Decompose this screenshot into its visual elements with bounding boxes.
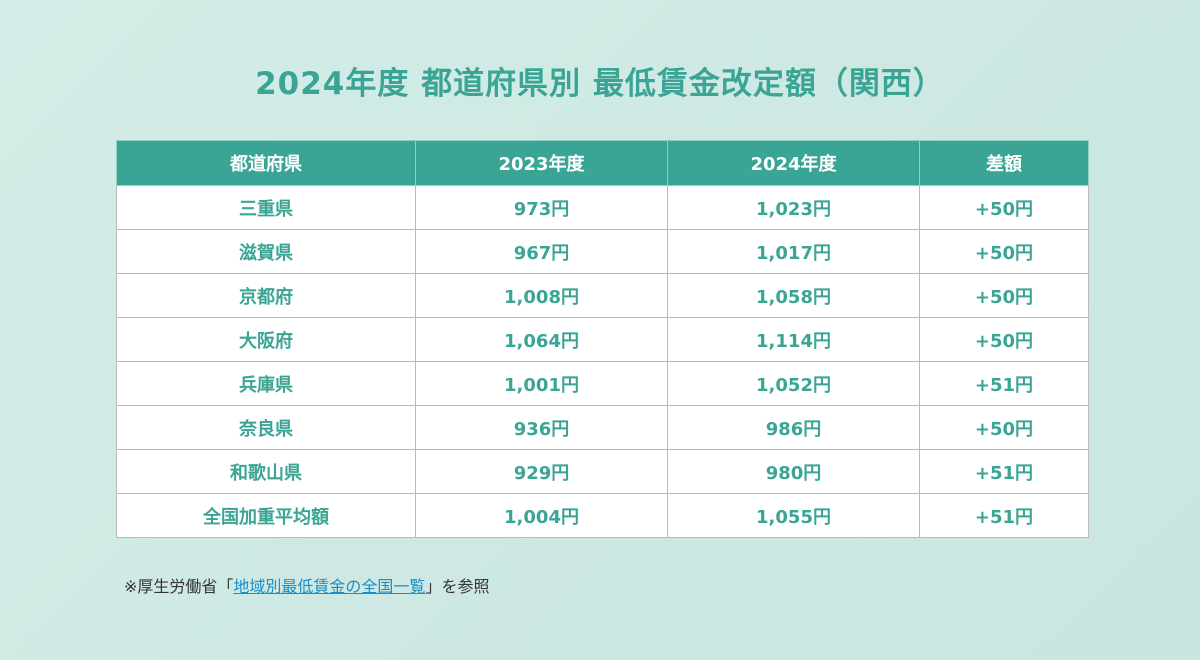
cell-difference: +50円 <box>919 317 1089 362</box>
cell-prefecture: 三重県 <box>116 185 416 230</box>
cell-difference: +51円 <box>919 361 1089 406</box>
cell-prefecture: 和歌山県 <box>116 449 416 494</box>
table-header-row: 都道府県 2023年度 2024年度 差額 <box>116 140 1089 186</box>
cell-difference: +50円 <box>919 273 1089 318</box>
header-2023: 2023年度 <box>415 140 668 186</box>
table-row: 大阪府 1,064円 1,114円 +50円 <box>116 317 1089 362</box>
cell-2024: 1,055円 <box>667 493 920 538</box>
cell-difference: +51円 <box>919 493 1089 538</box>
cell-prefecture: 大阪府 <box>116 317 416 362</box>
cell-difference: +50円 <box>919 185 1089 230</box>
table-row: 全国加重平均額 1,004円 1,055円 +51円 <box>116 493 1089 538</box>
minimum-wage-table: 都道府県 2023年度 2024年度 差額 三重県 973円 1,023円 +5… <box>116 140 1089 538</box>
cell-2023: 1,001円 <box>415 361 668 406</box>
cell-2023: 936円 <box>415 405 668 450</box>
table-row: 三重県 973円 1,023円 +50円 <box>116 185 1089 230</box>
cell-2023: 1,004円 <box>415 493 668 538</box>
header-prefecture: 都道府県 <box>116 140 416 186</box>
cell-difference: +50円 <box>919 229 1089 274</box>
cell-2023: 929円 <box>415 449 668 494</box>
cell-prefecture: 奈良県 <box>116 405 416 450</box>
table-row: 京都府 1,008円 1,058円 +50円 <box>116 273 1089 318</box>
cell-prefecture: 兵庫県 <box>116 361 416 406</box>
cell-2024: 980円 <box>667 449 920 494</box>
header-difference: 差額 <box>919 140 1089 186</box>
cell-difference: +51円 <box>919 449 1089 494</box>
cell-2024: 1,023円 <box>667 185 920 230</box>
header-2024: 2024年度 <box>667 140 920 186</box>
cell-2024: 1,114円 <box>667 317 920 362</box>
table-row: 和歌山県 929円 980円 +51円 <box>116 449 1089 494</box>
table-row: 兵庫県 1,001円 1,052円 +51円 <box>116 361 1089 406</box>
cell-2023: 967円 <box>415 229 668 274</box>
source-note: ※厚生労働省「地域別最低賃金の全国一覧」を参照 <box>124 573 489 597</box>
cell-prefecture: 滋賀県 <box>116 229 416 274</box>
note-suffix: 」を参照 <box>425 577 490 596</box>
cell-2023: 1,064円 <box>415 317 668 362</box>
table-row: 奈良県 936円 986円 +50円 <box>116 405 1089 450</box>
cell-2023: 973円 <box>415 185 668 230</box>
cell-2023: 1,008円 <box>415 273 668 318</box>
cell-prefecture: 全国加重平均額 <box>116 493 416 538</box>
source-link[interactable]: 地域別最低賃金の全国一覧 <box>233 577 426 596</box>
cell-prefecture: 京都府 <box>116 273 416 318</box>
table-row: 滋賀県 967円 1,017円 +50円 <box>116 229 1089 274</box>
cell-difference: +50円 <box>919 405 1089 450</box>
cell-2024: 1,017円 <box>667 229 920 274</box>
page-title: 2024年度 都道府県別 最低賃金改定額（関西） <box>255 66 945 102</box>
note-prefix: ※厚生労働省「 <box>124 577 234 596</box>
cell-2024: 986円 <box>667 405 920 450</box>
cell-2024: 1,058円 <box>667 273 920 318</box>
cell-2024: 1,052円 <box>667 361 920 406</box>
